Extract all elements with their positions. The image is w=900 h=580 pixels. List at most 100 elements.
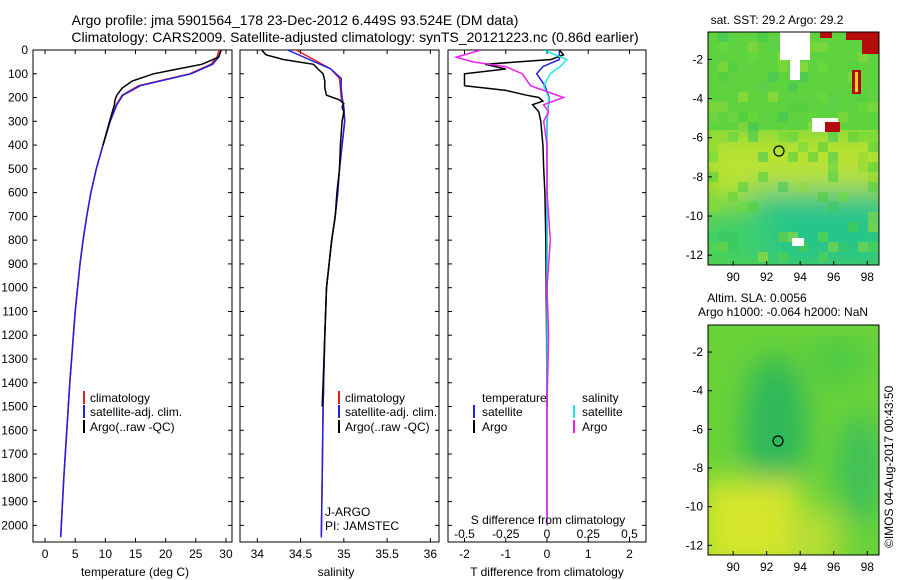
sst-cell xyxy=(708,102,718,112)
map-x-tick-label: 98 xyxy=(861,270,875,284)
difference-secondary-label: S difference from climatology xyxy=(471,513,626,527)
sst-map-frame xyxy=(707,31,880,266)
series-line-salinity-satellite xyxy=(542,50,569,526)
sla-low-region-2 xyxy=(838,415,879,525)
x-tick-label: 0 xyxy=(42,547,49,561)
sst-cell xyxy=(758,172,768,182)
depth-tick-label: 1700 xyxy=(1,447,28,461)
x-tick-label: 15 xyxy=(129,547,143,561)
x-tick-label: 36 xyxy=(424,547,438,561)
difference-legend: temperature satellite Argo salinity sate… xyxy=(473,391,623,434)
temperature-x-label: temperature (deg C) xyxy=(81,565,189,579)
depth-tick-label: 1000 xyxy=(1,281,28,295)
sst-cell xyxy=(738,92,748,102)
sst-cell xyxy=(778,252,788,262)
sst-cell xyxy=(728,242,738,252)
depth-tick-label: 700 xyxy=(8,209,28,223)
secondary-x-tick-label: -0.5 xyxy=(454,527,475,541)
legend-label-temp-argo: Argo xyxy=(482,420,508,434)
sla-map-frame xyxy=(707,324,880,556)
temperature-series xyxy=(59,50,222,538)
map-y-tick-label: -8 xyxy=(692,170,703,184)
sst-cell xyxy=(798,102,808,112)
sst-cell xyxy=(828,162,838,172)
depth-tick-label: 900 xyxy=(8,257,28,271)
secondary-x-tick-label: 0.5 xyxy=(621,527,638,541)
sst-cell xyxy=(778,62,788,72)
sst-cell xyxy=(788,82,798,92)
sst-hotspot-core xyxy=(855,72,858,92)
sst-cell xyxy=(728,112,738,122)
series-line-argo xyxy=(261,50,345,407)
sst-hotspot xyxy=(820,32,832,38)
map-y-tick-label: -10 xyxy=(686,500,704,514)
sst-cell xyxy=(828,152,838,162)
sst-cell xyxy=(718,32,728,42)
difference-x-axis: -2 -1 0 1 2 -0.5 -0.25 0 0.25 0.5 xyxy=(454,50,638,561)
map-x-tick-label: 92 xyxy=(760,560,774,574)
depth-tick-label: 1600 xyxy=(1,423,28,437)
sla-map-axes: 90 92 94 96 98 -2 -4 -6 -8 -10 -12 xyxy=(686,345,875,574)
legend-label-satellite: satellite-adj. clim. xyxy=(90,405,182,419)
salinity-panel-frame xyxy=(239,49,440,543)
temperature-panel-frame xyxy=(32,49,233,543)
depth-tick-label: 1400 xyxy=(1,376,28,390)
sst-cell xyxy=(868,142,878,152)
map-y-tick-label: -12 xyxy=(686,248,704,262)
sst-cell xyxy=(718,62,728,72)
sst-cell xyxy=(718,232,728,242)
map-y-tick-label: -2 xyxy=(692,52,703,66)
map-x-tick-label: 90 xyxy=(726,560,740,574)
legend-label-argo: Argo(..raw -QC) xyxy=(345,420,430,434)
sst-cell xyxy=(748,42,758,52)
sla-map-subtitle: Argo h1000: -0.064 h2000: NaN xyxy=(698,305,868,319)
depth-axis: 0 100 200 300 400 500 600 700 800 900 1000 1100 1200… xyxy=(1,43,646,532)
sst-gap xyxy=(792,238,804,246)
x-tick-label: -1 xyxy=(500,547,511,561)
legend-label-temp-satellite: satellite xyxy=(482,405,523,419)
sst-cell xyxy=(818,252,828,262)
sst-cell xyxy=(728,132,738,142)
sst-cell xyxy=(868,132,878,142)
x-tick-label: 2 xyxy=(626,547,633,561)
x-tick-label: 20 xyxy=(159,547,173,561)
depth-tick-label: 100 xyxy=(8,67,28,81)
depth-tick-label: 2000 xyxy=(1,518,28,532)
sst-cell xyxy=(728,62,738,72)
sst-cell xyxy=(728,232,738,242)
salinity-legend: climatology satellite-adj. clim. Argo(..… xyxy=(338,391,437,434)
sst-cell xyxy=(818,142,828,152)
x-tick-label: 5 xyxy=(72,547,79,561)
sst-cell xyxy=(738,202,748,212)
sst-cell xyxy=(708,202,718,212)
map-y-tick-label: -4 xyxy=(692,384,703,398)
sst-cell xyxy=(758,252,768,262)
sst-cell xyxy=(838,242,848,252)
sst-cell xyxy=(868,212,878,222)
sst-cell xyxy=(838,192,848,202)
x-tick-label: 35 xyxy=(337,547,351,561)
depth-tick-label: 500 xyxy=(8,162,28,176)
sst-cell xyxy=(858,52,868,62)
sst-cell xyxy=(818,92,828,102)
legend-title-temperature: temperature xyxy=(482,391,547,405)
map-y-tick-label: -10 xyxy=(686,209,704,223)
series-line-argo xyxy=(102,50,222,146)
map-x-tick-label: 96 xyxy=(827,270,841,284)
depth-tick-label: 1200 xyxy=(1,328,28,342)
sst-cell xyxy=(718,42,728,52)
sst-cell xyxy=(858,162,868,172)
sst-cell xyxy=(728,192,738,202)
salinity-annotation-jargo: J-ARGO xyxy=(325,505,370,519)
sla-high-region xyxy=(708,480,800,555)
sla-map-title: Altim. SLA: 0.0056 xyxy=(707,291,807,305)
depth-tick-label: 600 xyxy=(8,186,28,200)
sst-cell xyxy=(848,222,858,232)
sst-cell xyxy=(768,42,778,52)
sst-cell xyxy=(708,172,718,182)
sst-cell xyxy=(848,62,858,72)
sst-cell xyxy=(828,132,838,142)
depth-tick-label: 1100 xyxy=(2,304,28,318)
sst-cell xyxy=(788,232,798,242)
sst-cell xyxy=(868,182,878,192)
